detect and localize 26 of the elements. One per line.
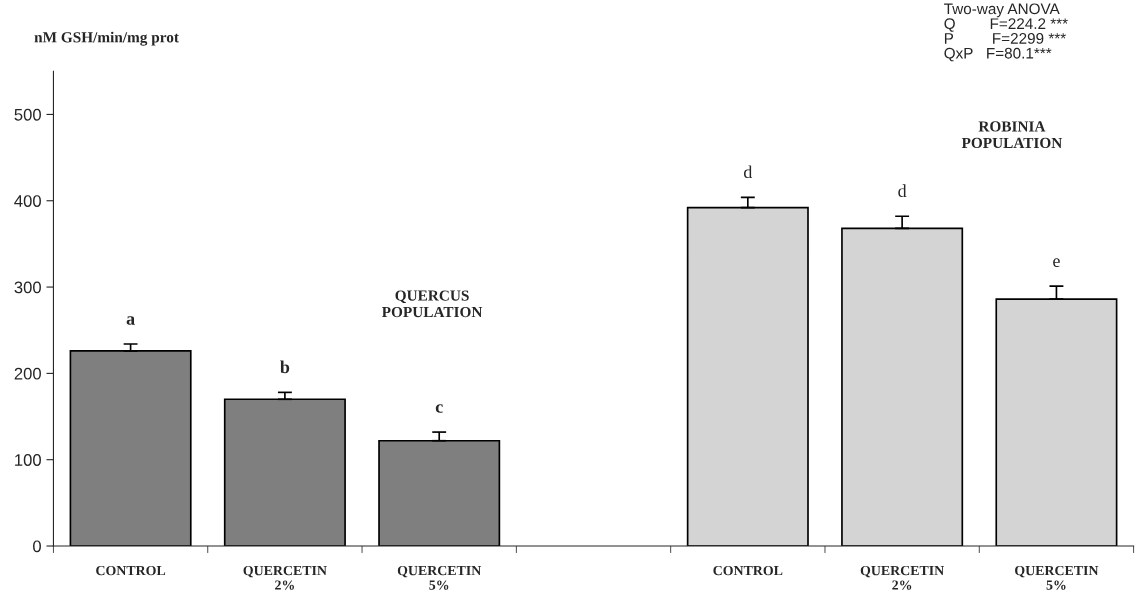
data-label: e (1053, 258, 1060, 267)
y-tick-label: 200 (14, 367, 41, 380)
bar (223, 398, 346, 547)
y-tick-label: 0 (33, 540, 41, 553)
text: Two-way ANOVA Q F=224.2 *** P F=2299 *** QxP F=80.1*** (944, 3, 1068, 62)
x-tick-label: QUERCETIN 5% (397, 565, 482, 590)
x-tick-label: QUERCETIN 2% (243, 565, 327, 590)
y-tick-label: 500 (14, 108, 41, 121)
data-label: a (126, 316, 135, 325)
x-tick-label: QUERCETIN 2% (860, 565, 944, 590)
data-label: d (743, 165, 753, 179)
x-tick-label: CONTROL (713, 565, 783, 576)
data-label: c (435, 404, 443, 413)
annotation: QUERCUS POPULATION (381, 290, 483, 318)
bar (995, 298, 1118, 547)
annotation: ROBINIA POPULATION (961, 121, 1063, 149)
y-axis-title: nM GSH/min/mg prot (34, 31, 179, 46)
y-tick-label: 300 (14, 281, 41, 294)
y-tick-label: 100 (15, 454, 41, 466)
data-label: b (280, 360, 290, 374)
x-tick-label: QUERCETIN 5% (1015, 565, 1099, 590)
bar (69, 350, 192, 547)
x-tick-label: CONTROL (96, 565, 166, 576)
bar (378, 439, 501, 547)
data-label: d (898, 184, 907, 198)
y-tick-label: 400 (14, 195, 41, 207)
